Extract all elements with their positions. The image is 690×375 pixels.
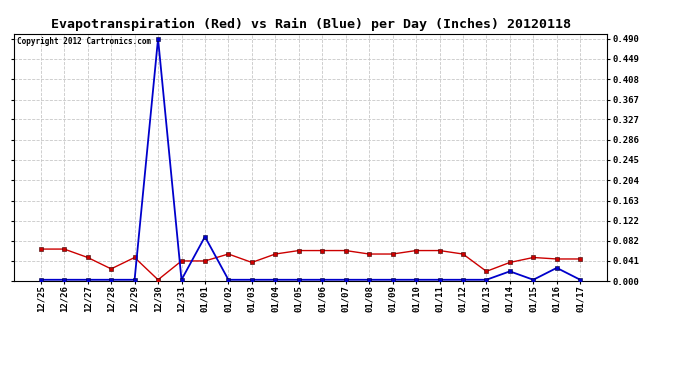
- Title: Evapotranspiration (Red) vs Rain (Blue) per Day (Inches) 20120118: Evapotranspiration (Red) vs Rain (Blue) …: [50, 18, 571, 31]
- Text: Copyright 2012 Cartronics.com: Copyright 2012 Cartronics.com: [17, 38, 151, 46]
